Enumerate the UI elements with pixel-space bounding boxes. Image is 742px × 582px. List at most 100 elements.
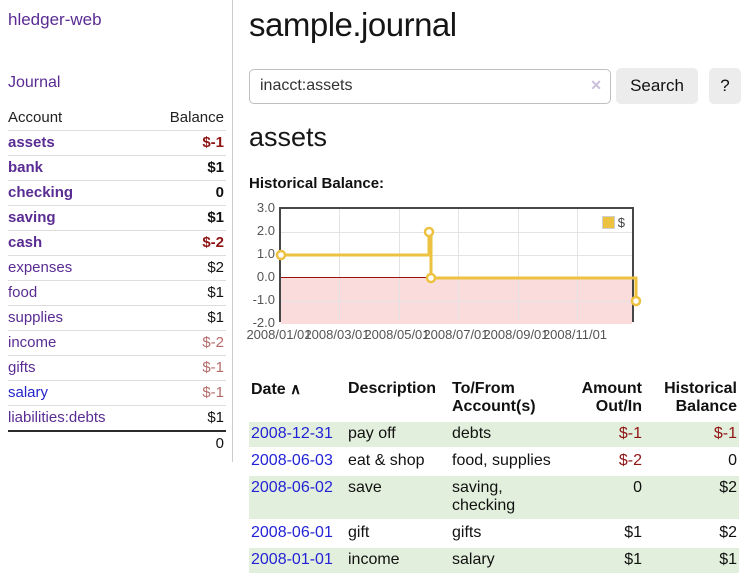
search-help-button[interactable]: ?	[709, 68, 741, 104]
data-point-marker	[425, 272, 437, 284]
account-row: supplies $1	[8, 305, 226, 331]
account-row: saving $1	[8, 205, 226, 231]
transaction-amount: $1	[574, 520, 644, 548]
account-row: bank $1	[8, 155, 226, 181]
transaction-accounts: food, supplies	[450, 448, 574, 476]
transaction-description: pay off	[346, 422, 450, 449]
transaction-amount: $1	[574, 547, 644, 575]
account-row: income $-2	[8, 330, 226, 356]
legend-label: $	[617, 215, 625, 230]
account-link-liabilities-debts[interactable]: liabilities:debts	[8, 409, 106, 426]
account-row: salary $-1	[8, 380, 226, 406]
account-balance: $1	[146, 155, 226, 181]
accounts-total-row: 0	[8, 431, 226, 456]
account-balance: $-2	[146, 230, 226, 256]
account-link-salary[interactable]: salary	[8, 384, 49, 401]
account-balance: $1	[146, 280, 226, 306]
account-balance: $-1	[146, 355, 226, 381]
register-header-description: Description	[348, 380, 437, 397]
register-header-amount: Amount Out/In	[581, 380, 642, 415]
transaction-amount: $-1	[574, 422, 644, 449]
accounts-header-account: Account	[8, 106, 147, 131]
register-header-date[interactable]: Date ∧	[251, 381, 302, 398]
accounts-header-balance: Balance	[146, 106, 226, 131]
sidebar: hledger-web Journal Account Balance asse…	[0, 0, 233, 575]
x-tick-label: 2008/09/01	[483, 327, 549, 342]
account-row: expenses $2	[8, 255, 226, 281]
transaction-date-link[interactable]: 2008-06-01	[251, 524, 333, 541]
y-tick-label: 3.0	[256, 200, 275, 215]
account-row: gifts $-1	[8, 355, 226, 381]
y-tick-label: -2.0	[252, 315, 275, 330]
account-balance: $-1	[146, 130, 226, 156]
account-link-assets[interactable]: assets	[8, 134, 55, 151]
chart-x-axis-labels: 2008/01/01 2008/03/01 2008/05/01 2008/07…	[246, 327, 634, 343]
account-row: liabilities:debts $1	[8, 405, 226, 432]
chart-title: Historical Balance:	[249, 175, 385, 192]
app-brand-link[interactable]: hledger-web	[8, 10, 102, 29]
x-tick-label: 2008/11/01	[542, 327, 608, 342]
transaction-date-link[interactable]: 2008-01-01	[251, 551, 333, 568]
transaction-balance: 0	[644, 448, 739, 476]
transaction-row: 2008-06-02 save saving, checking 0 $2	[249, 475, 739, 521]
account-link-expenses[interactable]: expenses	[8, 259, 73, 276]
x-tick-label: 2008/03/01	[304, 327, 370, 342]
y-tick-label: -1.0	[252, 292, 275, 307]
transaction-row: 2008-01-01 income salary $1 $1	[249, 547, 739, 575]
balance-series-line	[275, 226, 642, 307]
transaction-accounts: gifts	[450, 520, 574, 548]
account-row: checking 0	[8, 180, 226, 206]
transaction-date-link[interactable]: 2008-06-02	[251, 479, 333, 496]
transaction-balance: $2	[644, 475, 739, 521]
transaction-balance: $2	[644, 520, 739, 548]
account-link-income[interactable]: income	[8, 334, 57, 351]
account-balance: $1	[146, 405, 226, 432]
account-heading: assets	[249, 122, 328, 152]
accounts-total-value: 0	[215, 435, 224, 452]
account-link-cash[interactable]: cash	[8, 234, 43, 251]
transaction-description: income	[346, 547, 450, 575]
x-tick-label: 2008/05/01	[364, 327, 430, 342]
account-balance: $1	[146, 305, 226, 331]
transaction-row: 2008-06-03 eat & shop food, supplies $-2…	[249, 448, 739, 476]
y-tick-label: 1.0	[256, 246, 275, 261]
main-content: sample.journal ✕ Search ? assets Histori…	[233, 0, 742, 575]
account-link-food[interactable]: food	[8, 284, 38, 301]
y-tick-label: 2.0	[256, 223, 275, 238]
account-balance: 0	[146, 180, 226, 206]
transaction-date-link[interactable]: 2008-12-31	[251, 425, 333, 442]
account-balance: $1	[146, 205, 226, 231]
account-link-checking[interactable]: checking	[8, 184, 74, 201]
transaction-date-link[interactable]: 2008-06-03	[251, 452, 333, 469]
transaction-description: save	[346, 475, 450, 521]
transaction-balance: $-1	[644, 422, 739, 449]
accounts-header-row: Account Balance	[8, 106, 226, 131]
data-point-marker	[630, 295, 642, 307]
historical-balance-chart: 3.0 2.0 1.0 0.0 -1.0 -2.0	[246, 200, 741, 356]
legend-swatch-icon	[601, 216, 615, 229]
account-balance: $-1	[146, 380, 226, 406]
transaction-accounts: saving, checking	[450, 475, 574, 521]
account-row: food $1	[8, 280, 226, 306]
sidebar-item-journal[interactable]: Journal	[8, 74, 61, 91]
transaction-accounts: salary	[450, 547, 574, 575]
account-link-bank[interactable]: bank	[8, 159, 44, 176]
sort-ascending-icon: ∧	[290, 381, 302, 398]
account-link-supplies[interactable]: supplies	[8, 309, 64, 326]
account-link-gifts[interactable]: gifts	[8, 359, 36, 376]
register-header-balance: Historical Balance	[664, 380, 737, 415]
search-input[interactable]	[249, 68, 611, 104]
register-header-accounts: To/From Account(s)	[452, 380, 536, 415]
accounts-table: Account Balance assets $-1 bank $1 check…	[8, 106, 226, 456]
page-title: sample.journal	[249, 6, 457, 43]
account-link-saving[interactable]: saving	[8, 209, 56, 226]
x-tick-label: 2008/07/01	[423, 327, 489, 342]
register-table: Date ∧ Description To/From Account(s) Am…	[249, 378, 739, 575]
search-button[interactable]: Search	[616, 68, 698, 104]
data-point-marker	[423, 226, 435, 238]
clear-search-icon[interactable]: ✕	[590, 76, 602, 93]
account-row: assets $-1	[8, 130, 226, 156]
transaction-amount: $-2	[574, 448, 644, 476]
account-balance: $-2	[146, 330, 226, 356]
